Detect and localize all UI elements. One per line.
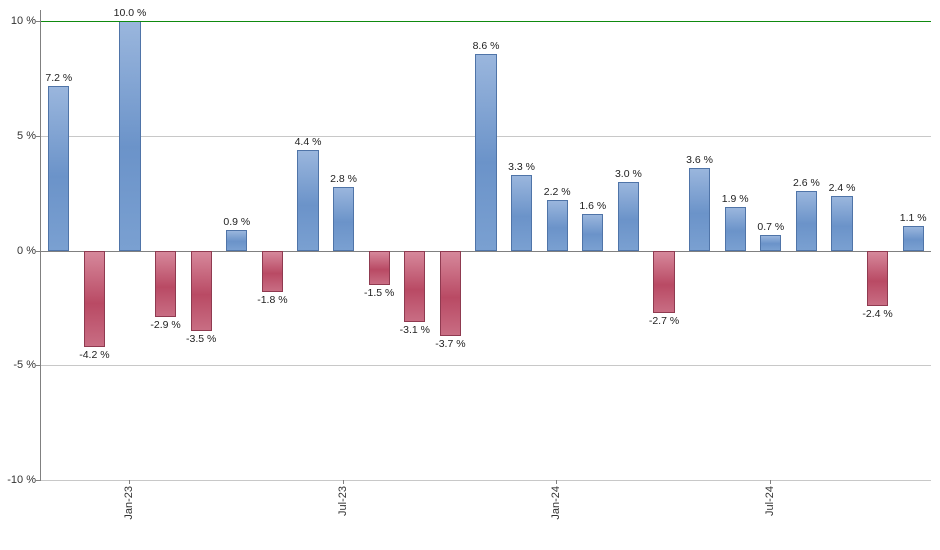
bar-positive	[333, 187, 354, 251]
bar-negative	[191, 251, 212, 331]
plot-area: 7.2 % -4.2 % 10.0 % -2.9 % -3.5 % 0.9 % -1.8 %…	[40, 10, 931, 481]
y-tick-label: -10 %	[2, 474, 36, 486]
bar-value-label: 8.6 %	[473, 40, 500, 52]
y-tick-mark	[36, 136, 40, 137]
y-tick-label: -5 %	[2, 359, 36, 371]
bar-value-label: -3.7 %	[435, 338, 465, 350]
bar-positive	[119, 21, 140, 250]
x-tick-label: Jan-24	[550, 486, 562, 520]
bar-value-label: 0.7 %	[757, 221, 784, 233]
bar-positive	[475, 54, 496, 251]
bar-negative	[84, 251, 105, 347]
bar-positive	[618, 182, 639, 251]
x-tick-mark	[129, 480, 130, 484]
bar-value-label: 2.2 %	[544, 186, 571, 198]
bar-negative	[262, 251, 283, 292]
y-tick-mark	[36, 365, 40, 366]
y-tick-label: 10 %	[2, 15, 36, 27]
bar-value-label: -2.4 %	[862, 308, 892, 320]
y-tick-mark	[36, 21, 40, 22]
bar-value-label: 10.0 %	[114, 7, 147, 19]
bar-positive	[725, 207, 746, 251]
bar-positive	[903, 226, 924, 251]
bar-value-label: 7.2 %	[45, 72, 72, 84]
bar-positive	[48, 86, 69, 251]
bar-value-label: 3.3 %	[508, 161, 535, 173]
bar-value-label: 2.8 %	[330, 173, 357, 185]
bar-positive	[760, 235, 781, 251]
bar-negative	[155, 251, 176, 317]
reference-line	[41, 21, 931, 22]
bar-value-label: -3.5 %	[186, 333, 216, 345]
bar-value-label: -1.5 %	[364, 287, 394, 299]
x-tick-mark	[556, 480, 557, 484]
bar-value-label: 1.1 %	[900, 212, 927, 224]
bar-value-label: 2.4 %	[829, 182, 856, 194]
bar-value-label: 1.6 %	[579, 200, 606, 212]
bar-negative	[653, 251, 674, 313]
bar-positive	[831, 196, 852, 251]
y-tick-label: 0 %	[2, 245, 36, 257]
y-tick-mark	[36, 251, 40, 252]
bar-negative	[404, 251, 425, 322]
x-tick-mark	[343, 480, 344, 484]
bar-positive	[226, 230, 247, 251]
bar-value-label: -4.2 %	[79, 349, 109, 361]
bar-positive	[796, 191, 817, 251]
bar-negative	[369, 251, 390, 285]
bar-negative	[867, 251, 888, 306]
bar-value-label: 1.9 %	[722, 193, 749, 205]
bar-positive	[511, 175, 532, 251]
bar-value-label: -3.1 %	[400, 324, 430, 336]
bar-positive	[547, 200, 568, 250]
x-tick-label: Jul-24	[764, 486, 776, 516]
bar-value-label: -2.9 %	[150, 319, 180, 331]
bar-value-label: 4.4 %	[295, 136, 322, 148]
y-tick-label: 5 %	[2, 130, 36, 142]
bar-negative	[440, 251, 461, 336]
monthly-returns-chart: 7.2 % -4.2 % 10.0 % -2.9 % -3.5 % 0.9 % -1.8 %…	[0, 0, 940, 550]
bar-positive	[582, 214, 603, 251]
bar-value-label: -2.7 %	[649, 315, 679, 327]
bar-positive	[297, 150, 318, 251]
bar-value-label: 3.0 %	[615, 168, 642, 180]
bar-positive	[689, 168, 710, 251]
bar-value-label: 3.6 %	[686, 154, 713, 166]
bar-value-label: 0.9 %	[223, 216, 250, 228]
x-tick-label: Jan-23	[123, 486, 135, 520]
bar-value-label: 2.6 %	[793, 177, 820, 189]
bar-value-label: -1.8 %	[257, 294, 287, 306]
gridline	[41, 365, 931, 366]
x-tick-label: Jul-23	[337, 486, 349, 516]
y-tick-mark	[36, 480, 40, 481]
gridline	[41, 480, 931, 481]
x-tick-mark	[770, 480, 771, 484]
